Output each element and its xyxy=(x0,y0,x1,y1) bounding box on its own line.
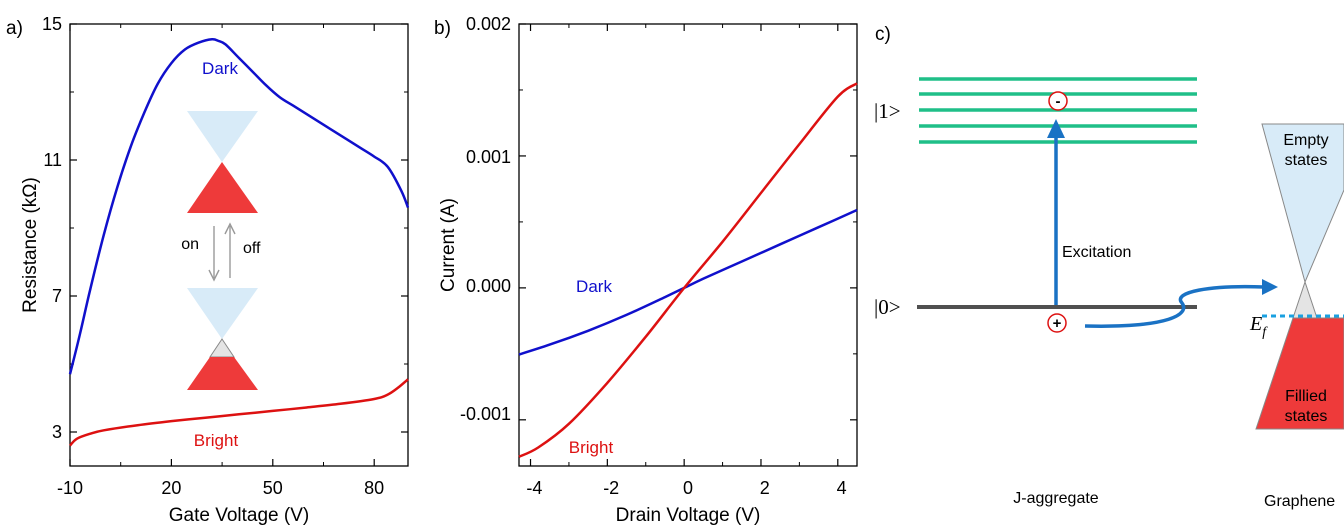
arrow-up-head xyxy=(224,222,236,235)
inset-cone-bottom-filled xyxy=(187,357,258,390)
panel-b-label: b) xyxy=(434,18,451,39)
charge-transfer-arrow-head xyxy=(1262,279,1278,295)
panel-b-bright-legend-label: Bright xyxy=(569,438,614,457)
panel-a-dark-series-line xyxy=(68,38,410,375)
panel-c: c) |1> |0> Excitation - + Ef xyxy=(874,24,1344,510)
panel-a-bright-series-line xyxy=(69,378,409,447)
inset-on-label: on xyxy=(181,236,199,253)
electron-circle xyxy=(1048,91,1068,111)
empty-states-line1: Empty xyxy=(1283,132,1328,149)
panel-b-dark-legend-label: Dark xyxy=(576,277,612,296)
panel-a-xtick-label: -10 xyxy=(57,478,83,498)
panel-a-xtick-label: 80 xyxy=(364,478,384,498)
panel-b-xtick-label: 2 xyxy=(760,478,770,498)
panel-b-y-ticks xyxy=(519,23,857,421)
panel-b-frame xyxy=(518,23,858,467)
inset-cone-top-filled xyxy=(187,162,258,213)
panel-b-xtick-label: 0 xyxy=(683,478,693,498)
panel-a-bright-legend-label: Bright xyxy=(194,431,239,450)
panel-b-ytick-label: 0.000 xyxy=(466,276,511,296)
graphene-lower-cone xyxy=(1255,317,1344,430)
panel-b-ytick-label: 0.002 xyxy=(466,14,511,34)
graphene-dirac-cone xyxy=(1255,123,1344,430)
inset-arrows xyxy=(208,222,236,282)
panel-a-xtick-label: 20 xyxy=(161,478,181,498)
inset-cone-bottom-empty xyxy=(187,288,258,339)
panel-a-ytick-label: 3 xyxy=(52,422,62,442)
excitation-arrow-head xyxy=(1047,119,1065,138)
graphene-label: Graphene xyxy=(1264,493,1335,510)
panel-a-ytick-label: 7 xyxy=(52,286,62,306)
panel-b-x-ticks xyxy=(529,24,839,466)
panel-b-ytick-label: 0.001 xyxy=(466,147,511,167)
inset-cone-top xyxy=(187,111,258,213)
panel-b-bright-series-line xyxy=(518,82,858,458)
panel-a-label: a) xyxy=(6,18,23,39)
filled-states-line2: states xyxy=(1285,408,1328,425)
graphene-gap-region xyxy=(1292,280,1318,319)
j-aggregate-label: J-aggregate xyxy=(1013,490,1098,507)
inset-off-label: off xyxy=(243,240,261,257)
panel-b-ytick-label: -0.001 xyxy=(460,404,511,424)
charge-transfer-arrow xyxy=(1084,284,1265,328)
panel-b: b) -4 -2 0 2 4 -0.001 0.000 0.001 0.002 … xyxy=(434,14,858,526)
panel-a-xtick-label: 50 xyxy=(263,478,283,498)
arrow-down-head xyxy=(208,269,220,282)
empty-states-line2: states xyxy=(1285,152,1328,169)
panel-b-xtick-label: -4 xyxy=(526,478,542,498)
excitation-label: Excitation xyxy=(1062,244,1131,261)
panel-a-ytick-label: 11 xyxy=(43,150,62,170)
hole-sign: + xyxy=(1053,315,1062,332)
panel-a-x-ticks xyxy=(69,24,375,466)
panel-a-x-axis-title: Gate Voltage (V) xyxy=(169,505,309,526)
panel-a: a) -10 20 50 80 3 7 11 15 Gate Voltage (… xyxy=(6,14,410,526)
inset-cone-bottom xyxy=(187,288,258,390)
electron-sign: - xyxy=(1056,93,1061,110)
inset-cone-bottom-gap xyxy=(209,338,235,358)
fermi-level-label: Ef xyxy=(1249,313,1268,340)
panel-b-x-axis-title: Drain Voltage (V) xyxy=(616,505,761,526)
ground-state-label: |0> xyxy=(874,295,901,319)
panel-a-ytick-label: 15 xyxy=(42,14,62,34)
inset-cone-top-empty xyxy=(187,111,258,162)
panel-c-label: c) xyxy=(875,24,891,45)
panel-a-frame xyxy=(69,23,409,467)
panel-b-y-axis-title: Current (A) xyxy=(438,198,459,292)
hole-circle xyxy=(1047,313,1067,333)
panel-b-xtick-label: 4 xyxy=(837,478,847,498)
panel-b-xtick-label: -2 xyxy=(603,478,619,498)
graphene-upper-cone xyxy=(1261,123,1344,284)
panel-a-dark-legend-label: Dark xyxy=(202,59,238,78)
excited-state-label: |1> xyxy=(874,99,901,123)
filled-states-line1: Fillied xyxy=(1285,388,1327,405)
panel-a-y-axis-title: Resistance (kΩ) xyxy=(20,177,41,313)
